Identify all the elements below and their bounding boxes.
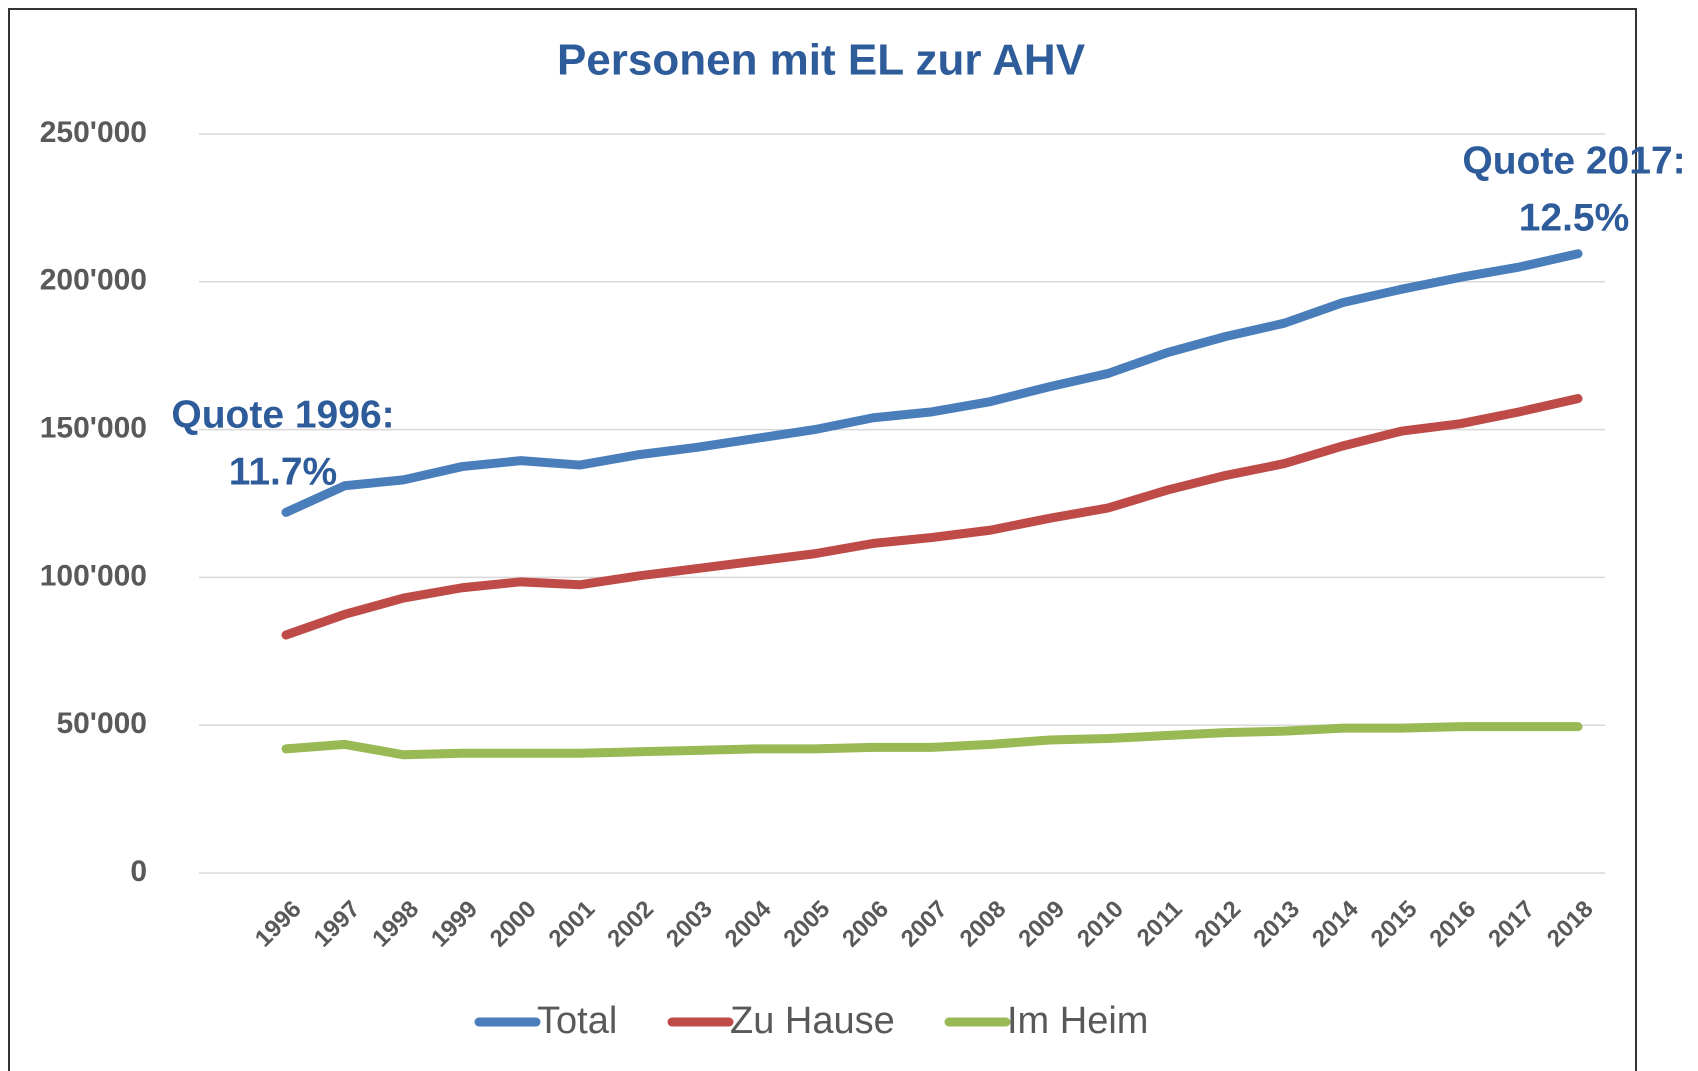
annotation: 12.5% bbox=[1519, 196, 1630, 239]
annotation: Quote 2017: bbox=[1462, 139, 1685, 182]
chart-title: Personen mit EL zur AHV bbox=[557, 36, 1086, 85]
y-tick-label: 0 bbox=[130, 855, 147, 888]
y-tick-label: 250'000 bbox=[40, 116, 147, 149]
y-tick-label: 200'000 bbox=[40, 264, 147, 297]
series-line bbox=[281, 722, 1583, 760]
legend-label: Total bbox=[537, 1000, 617, 1042]
legend-label: Zu Hause bbox=[730, 1000, 895, 1042]
series-line bbox=[281, 394, 1583, 640]
series-line bbox=[281, 249, 1583, 517]
y-tick-label: 50'000 bbox=[56, 707, 147, 740]
y-tick-label: 100'000 bbox=[40, 559, 147, 592]
y-tick-label: 150'000 bbox=[40, 412, 147, 445]
annotation: Quote 1996: bbox=[171, 393, 394, 436]
legend-label: Im Heim bbox=[1007, 1000, 1148, 1042]
chart-frame bbox=[8, 8, 1637, 1071]
annotation: 11.7% bbox=[229, 450, 337, 493]
